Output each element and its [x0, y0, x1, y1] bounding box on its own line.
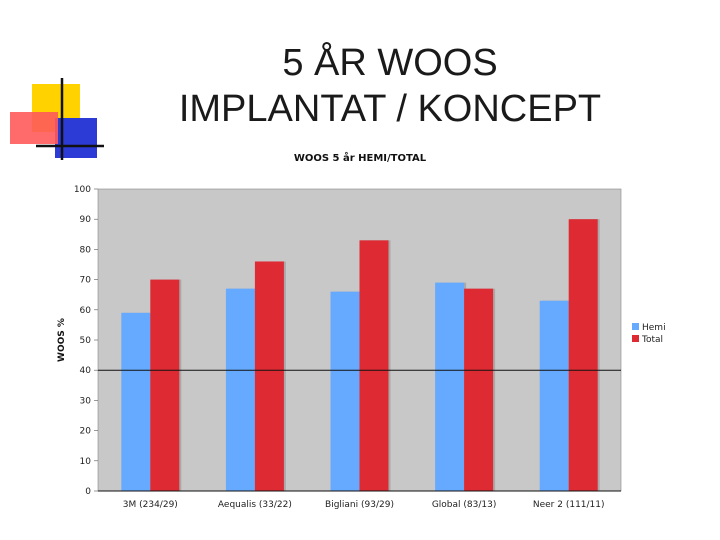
legend-label: Total — [641, 335, 663, 345]
y-tick-label: 90 — [80, 215, 92, 225]
y-tick-label: 30 — [80, 396, 92, 406]
y-tick-label: 100 — [74, 185, 91, 195]
y-tick-label: 40 — [80, 366, 92, 376]
bar-total — [568, 219, 598, 491]
bar-hemi — [435, 282, 465, 491]
x-category-label: Global (83/13) — [432, 500, 497, 510]
bar-total — [359, 240, 389, 491]
bar-total — [464, 288, 494, 491]
bar-chart: WOOS 5 år HEMI/TOTAL 0 10 20 30 40 50 60 70 80 90… — [57, 151, 666, 510]
y-tick-label: 60 — [80, 306, 92, 316]
bar-hemi — [225, 288, 255, 491]
y-tick-label: 20 — [80, 427, 92, 437]
slide-title-line-2: IMPLANTAT / KONCEPT — [178, 88, 602, 130]
y-tick-label: 10 — [80, 457, 92, 467]
legend: Hemi Total — [632, 323, 666, 345]
slide-decoration — [10, 78, 104, 160]
x-category-label: Aequalis (33/22) — [218, 500, 292, 510]
x-category-label: Neer 2 (111/11) — [533, 500, 605, 510]
x-category-label: Bigliani (93/29) — [325, 500, 394, 510]
legend-label: Hemi — [642, 323, 666, 333]
decor-red-square — [10, 112, 58, 144]
legend-swatch-total — [632, 335, 639, 342]
y-tick-label: 80 — [80, 245, 92, 255]
slide-title-line-1: 5 ÅR WOOS — [282, 42, 498, 84]
bar-hemi — [121, 312, 151, 491]
y-tick-label: 50 — [80, 336, 92, 346]
bar-total — [150, 279, 180, 491]
slide-title: 5 ÅR WOOS IMPLANTAT / KONCEPT — [140, 40, 640, 132]
x-category-label: 3M (234/29) — [123, 500, 178, 510]
y-tick-label: 0 — [85, 487, 91, 497]
chart-title: WOOS 5 år HEMI/TOTAL — [294, 151, 427, 164]
bar-hemi — [330, 291, 360, 491]
y-axis-label: WOOS % — [57, 318, 67, 362]
bar-hemi — [539, 300, 569, 491]
bar-total — [254, 261, 284, 491]
legend-swatch-hemi — [632, 323, 639, 330]
y-tick-label: 70 — [80, 276, 92, 286]
